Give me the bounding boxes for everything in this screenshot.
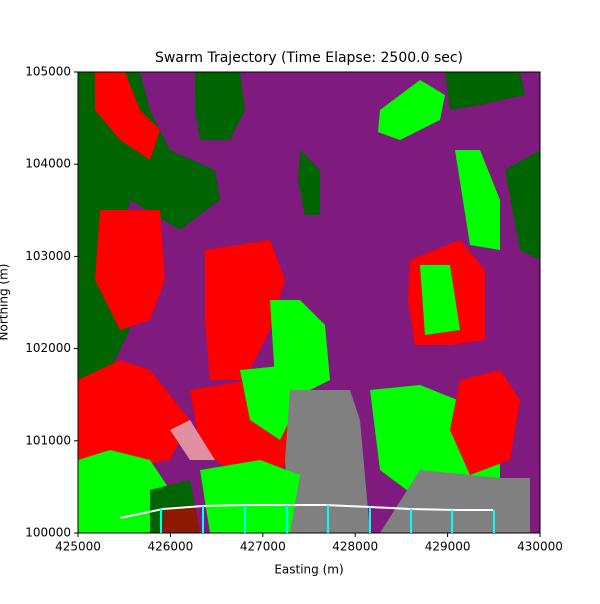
y-tick-label: 103000: [25, 249, 71, 263]
x-tick-label: 427000: [240, 540, 286, 554]
land-cover-raster: [78, 72, 540, 533]
chart-title: Swarm Trajectory (Time Elapse: 2500.0 se…: [155, 50, 463, 66]
x-tick-label: 429000: [425, 540, 471, 554]
y-tick-label: 101000: [25, 433, 71, 447]
plot-frame: [77, 71, 541, 534]
y-axis-label: Northing (m): [0, 264, 11, 341]
y-tick-label: 100000: [25, 526, 71, 540]
y-tick-label: 104000: [25, 157, 71, 171]
y-tick-label: 102000: [25, 341, 71, 355]
x-tick-label: 425000: [55, 540, 101, 554]
x-tick-label: 428000: [332, 540, 378, 554]
y-tick-label: 105000: [25, 65, 71, 79]
trajectory-line: [119, 503, 493, 519]
x-tick-label: 426000: [147, 540, 193, 554]
x-axis-label: Easting (m): [274, 563, 343, 577]
x-tick-label: 430000: [517, 540, 563, 554]
